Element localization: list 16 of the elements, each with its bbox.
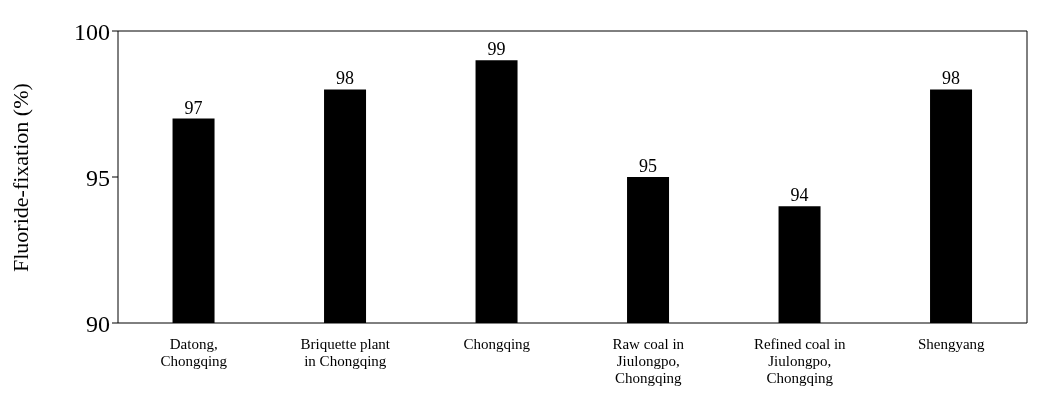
x-tick-label: Datong, Chongqing (160, 336, 228, 369)
data-label: 99 (487, 39, 506, 60)
y-tick-label: 95 (86, 164, 110, 191)
x-tick-label: Shengyang (917, 336, 986, 352)
x-tick-label: Briquette plant in Chongqing (300, 336, 391, 369)
data-label: 98 (942, 68, 961, 89)
x-tick-label: Raw coal in Jiulongpo, Chongqing (612, 336, 685, 386)
x-tick-label: Refined coal in Jiulongpo, Chongqing (753, 336, 847, 386)
y-tick-label: 90 (86, 310, 110, 337)
y-tick-label: 100 (74, 18, 110, 45)
y-axis-title: Fluoride-fixation (%) (7, 83, 33, 272)
x-tick-label: Chongqing (463, 336, 531, 352)
data-label: 97 (184, 97, 203, 118)
data-label: 95 (639, 156, 658, 176)
data-label: 94 (790, 185, 809, 206)
data-label: 98 (336, 68, 355, 89)
